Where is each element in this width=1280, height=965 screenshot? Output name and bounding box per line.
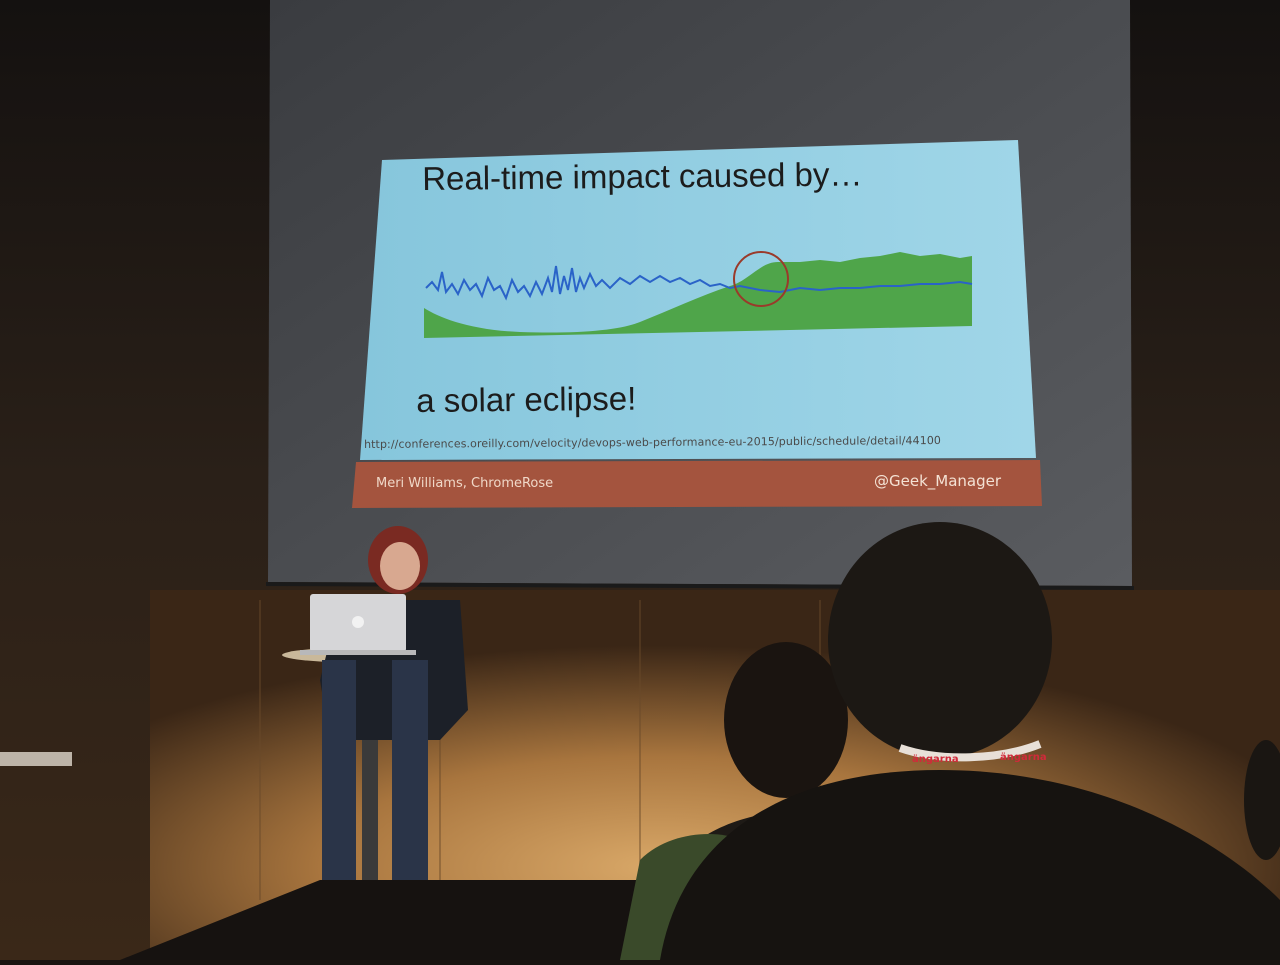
slide-footer-author: Meri Williams, ChromeRose bbox=[376, 476, 554, 491]
blue-line-series bbox=[425, 265, 973, 301]
slide-footer-bar bbox=[352, 460, 1042, 508]
audience bbox=[620, 522, 1280, 960]
slide-title: Real-time impact caused by… bbox=[422, 155, 863, 197]
stage-floor bbox=[120, 880, 640, 960]
green-area-series bbox=[424, 252, 972, 338]
slide-footer-handle: @Geek_Manager bbox=[874, 472, 1002, 490]
side-table bbox=[0, 752, 72, 766]
highlight-circle bbox=[733, 251, 789, 307]
lanyard-text-left: ängarna bbox=[912, 754, 959, 765]
slide-subtitle: a solar eclipse! bbox=[416, 379, 637, 419]
laptop bbox=[300, 594, 416, 655]
lanyard-text-right: ängarna bbox=[1000, 752, 1047, 763]
